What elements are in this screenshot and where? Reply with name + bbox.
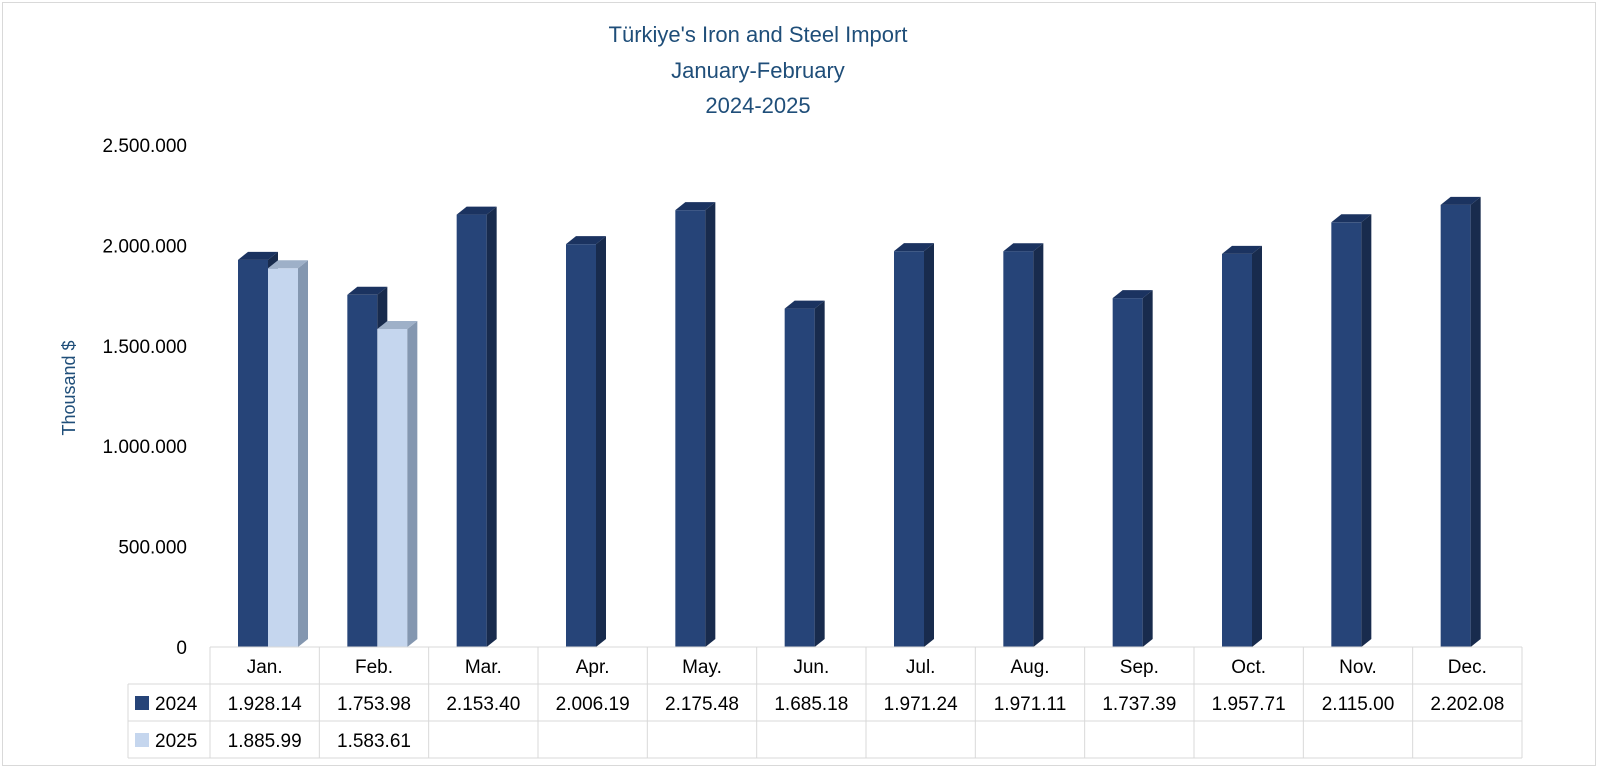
bar-front (784, 308, 815, 647)
table-cell-2024: 2.115.00 (1322, 694, 1395, 715)
table-cell-2025: 1.583.61 (337, 731, 411, 752)
bar-front (894, 251, 924, 648)
x-tick-label: Jan. (247, 657, 283, 678)
x-tick-label: Apr. (576, 657, 610, 678)
bar-side (1470, 196, 1481, 648)
title-line-2: January-February (671, 58, 845, 83)
x-tick-label: Dec. (1448, 657, 1487, 678)
bar-side (705, 202, 716, 647)
x-tick-label: Jun. (793, 657, 829, 678)
bar-side (1033, 243, 1044, 647)
table-cell-2024: 1.753.98 (337, 694, 411, 715)
x-tick-label: Nov. (1339, 657, 1377, 678)
bar-top (1003, 243, 1044, 252)
y-tick-label: 1.500.000 (102, 337, 187, 358)
bar-side (298, 260, 308, 647)
title-line-3: 2024-2025 (705, 93, 810, 118)
table-cell-2024: 2.153.40 (446, 694, 520, 715)
table-cell-2024: 1.737.39 (1102, 694, 1176, 715)
x-tick-label: Aug. (1010, 657, 1049, 678)
data-table: Jan. Feb. Mar. Apr. May. Jun. Jul. Aug. Sep. Oct.… (127, 646, 1523, 759)
bar-front (1222, 253, 1252, 647)
bar-2024-aug (1003, 243, 1044, 647)
legend-label-2025: 2025 (155, 731, 197, 752)
bar-front (1112, 298, 1143, 647)
title-line-1: Türkiye's Iron and Steel Import (609, 22, 908, 47)
bar-front (347, 294, 378, 647)
table-cell-2025: 1.885.99 (228, 731, 302, 752)
bar-front (675, 210, 706, 647)
bar-2024-jun (784, 300, 825, 647)
bar-side (924, 243, 934, 648)
table-cell-2024: 2.175.48 (665, 694, 739, 715)
legend-key-2024 (135, 696, 149, 710)
legend-label-2024: 2024 (155, 694, 198, 715)
bar-side (1361, 214, 1372, 648)
y-tick-label: 1.000.000 (102, 437, 187, 458)
table-cell-2024: 1.971.11 (994, 694, 1067, 715)
bar-side (596, 236, 606, 647)
table-cell-2024: 1.928.14 (228, 694, 302, 715)
bar-2024-jul (894, 243, 934, 648)
bar-side (1142, 290, 1153, 647)
bar-side (814, 300, 825, 647)
y-axis-label: Thousand $ (59, 340, 79, 435)
y-tick-label: 2.000.000 (102, 236, 187, 257)
bar-front (238, 259, 268, 647)
y-tick-label: 0 (176, 638, 187, 659)
bar-top (238, 251, 278, 260)
table-cell-2024: 1.957.71 (1212, 694, 1286, 715)
table-cell-2024: 2.202.08 (1430, 694, 1504, 715)
bar-2024-mar (456, 206, 497, 647)
bar-front (377, 329, 408, 647)
table-cell-2024: 1.971.24 (884, 694, 958, 715)
bar-2025-feb (377, 321, 418, 647)
x-tick-label: May. (682, 657, 722, 678)
bar-top (377, 321, 418, 330)
bar-top (456, 206, 497, 215)
bar-top (894, 243, 934, 252)
y-tick-label: 2.500.000 (102, 136, 187, 157)
bar-2024-sep (1112, 290, 1153, 647)
bar-side (486, 206, 497, 647)
x-tick-label: Sep. (1120, 657, 1159, 678)
bar-side (407, 321, 418, 647)
bar-top (268, 260, 308, 269)
bar-side (1252, 245, 1262, 647)
bar-top (675, 202, 716, 211)
x-tick-label: Jul. (906, 657, 936, 678)
bar-front (1440, 204, 1471, 648)
x-tick-label: Oct. (1231, 657, 1266, 678)
bar-2024-apr (566, 236, 606, 647)
bar-2024-nov (1331, 214, 1372, 648)
bars (238, 196, 1481, 648)
bar-top (566, 236, 606, 245)
chart-title: Türkiye's Iron and Steel Import January-… (609, 22, 908, 118)
bar-top (347, 286, 388, 295)
bar-top (784, 300, 825, 309)
table-cell-2024: 1.685.18 (774, 694, 848, 715)
bar-front (1331, 222, 1362, 648)
bar-front (268, 268, 298, 647)
y-tick-label: 500.000 (118, 538, 187, 559)
bar-front (456, 214, 487, 647)
bar-front (566, 244, 596, 647)
x-tick-label: Feb. (355, 657, 393, 678)
bar-front (1003, 251, 1034, 647)
bar-2024-may (675, 202, 716, 647)
bar-top (1331, 214, 1372, 223)
bar-top (1440, 196, 1481, 205)
bar-top (1112, 290, 1153, 299)
bar-2024-oct (1222, 245, 1262, 647)
y-axis-ticks: 0 500.000 1.000.000 1.500.000 2.000.000 2.500… (102, 136, 187, 659)
legend-key-2025 (135, 733, 149, 747)
bar-2024-dec (1440, 196, 1481, 648)
bar-top (1222, 245, 1262, 254)
table-cell-2024: 2.006.19 (556, 694, 630, 715)
x-tick-label: Mar. (465, 657, 502, 678)
bar-2025-jan (268, 260, 308, 647)
